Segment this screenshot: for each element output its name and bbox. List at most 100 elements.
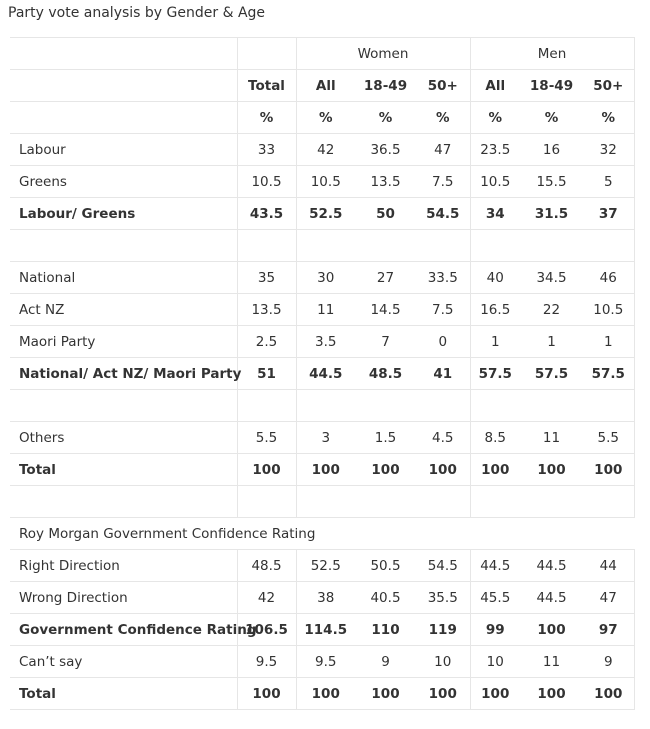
value-cell: 100	[416, 677, 470, 710]
spacer-cell	[416, 229, 470, 262]
value-cell: 1.5	[355, 421, 416, 454]
value-cell: 52.5	[295, 549, 355, 582]
value-cell: 1	[583, 325, 635, 358]
value-cell: 110	[355, 613, 416, 646]
value-cell: 35	[236, 261, 296, 294]
value-cell: 14.5	[355, 293, 416, 326]
spacer-row	[10, 229, 635, 262]
unit-header: %	[236, 101, 296, 134]
spacer-cell	[469, 485, 520, 518]
spacer-cell	[236, 389, 296, 422]
table-body: Women Men Total All 18-49 50+ All 18-49 50+%%%%%…	[10, 37, 635, 710]
row-label: Total	[10, 453, 237, 486]
column-header-row: Total All 18-49 50+ All 18-49 50+	[10, 69, 635, 102]
unit-header: %	[583, 101, 635, 134]
value-cell: 1	[520, 325, 583, 358]
unit-header: %	[295, 101, 355, 134]
value-cell: 30	[295, 261, 355, 294]
vote-table: Women Men Total All 18-49 50+ All 18-49 50+%%%%%…	[10, 37, 635, 710]
value-cell: 40	[469, 261, 520, 294]
value-cell: 7	[355, 325, 416, 358]
value-cell: 10	[469, 645, 520, 678]
value-cell: 48.5	[236, 549, 296, 582]
value-cell: 38	[295, 581, 355, 614]
row-label: Can’t say	[10, 645, 237, 678]
header-cell	[10, 101, 237, 134]
data-row: Total 100 100 100 100 100 100 100	[10, 453, 635, 486]
value-cell: 34	[469, 197, 520, 230]
section-heading-row: Roy Morgan Government Confidence Rating	[10, 517, 635, 550]
value-cell: 44.5	[520, 581, 583, 614]
value-cell: 46	[583, 261, 635, 294]
spacer-cell	[469, 229, 520, 262]
spacer-cell	[295, 389, 355, 422]
value-cell: 119	[416, 613, 470, 646]
value-cell: 10.5	[236, 165, 296, 198]
value-cell: 37	[583, 197, 635, 230]
value-cell: 9	[355, 645, 416, 678]
value-cell: 11	[520, 645, 583, 678]
spacer-cell	[355, 389, 416, 422]
value-cell: 8.5	[469, 421, 520, 454]
column-header: 18-49	[355, 69, 416, 102]
value-cell: 100	[355, 677, 416, 710]
value-cell: 57.5	[583, 357, 635, 390]
column-header: 50+	[416, 69, 470, 102]
unit-header: %	[416, 101, 470, 134]
row-label: Total	[10, 677, 237, 710]
value-cell: 1	[469, 325, 520, 358]
spacer-cell	[10, 229, 237, 262]
value-cell: 11	[295, 293, 355, 326]
spacer-cell	[520, 485, 583, 518]
spacer-cell	[295, 229, 355, 262]
value-cell: 10.5	[469, 165, 520, 198]
value-cell: 27	[355, 261, 416, 294]
value-cell: 47	[416, 133, 470, 166]
value-cell: 40.5	[355, 581, 416, 614]
value-cell: 5.5	[583, 421, 635, 454]
value-cell: 16	[520, 133, 583, 166]
value-cell: 15.5	[520, 165, 583, 198]
value-cell: 100	[583, 677, 635, 710]
data-row: Others 5.5 3 1.5 4.5 8.5 11 5.5	[10, 421, 635, 454]
value-cell: 57.5	[469, 357, 520, 390]
value-cell: 100	[355, 453, 416, 486]
value-cell: 10.5	[295, 165, 355, 198]
value-cell: 2.5	[236, 325, 296, 358]
value-cell: 3.5	[295, 325, 355, 358]
value-cell: 9.5	[295, 645, 355, 678]
data-row: Maori Party 2.5 3.5 7 0 1 1 1	[10, 325, 635, 358]
value-cell: 10	[416, 645, 470, 678]
unit-header: %	[469, 101, 520, 134]
data-row: Act NZ 13.5 11 14.5 7.5 16.5 22 10.5	[10, 293, 635, 326]
header-cell	[236, 37, 296, 70]
spacer-cell	[236, 485, 296, 518]
value-cell: 48.5	[355, 357, 416, 390]
value-cell: 9	[583, 645, 635, 678]
row-label: Labour	[10, 133, 237, 166]
value-cell: 34.5	[520, 261, 583, 294]
data-row: Wrong Direction 42 38 40.5 35.5 45.5 44.5 47	[10, 581, 635, 614]
value-cell: 45.5	[469, 581, 520, 614]
spacer-cell	[520, 389, 583, 422]
value-cell: 13.5	[355, 165, 416, 198]
data-row: Greens 10.5 10.5 13.5 7.5 10.5 15.5 5	[10, 165, 635, 198]
value-cell: 36.5	[355, 133, 416, 166]
value-cell: 7.5	[416, 293, 470, 326]
spacer-row	[10, 485, 635, 518]
value-cell: 51	[236, 357, 296, 390]
value-cell: 32	[583, 133, 635, 166]
spacer-cell	[469, 389, 520, 422]
value-cell: 23.5	[469, 133, 520, 166]
value-cell: 44.5	[469, 549, 520, 582]
row-label: Others	[10, 421, 237, 454]
data-row: Can’t say 9.5 9.5 9 10 10 11 9	[10, 645, 635, 678]
value-cell: 33.5	[416, 261, 470, 294]
row-label: Labour/ Greens	[10, 197, 237, 230]
value-cell: 100	[416, 453, 470, 486]
value-cell: 100	[520, 613, 583, 646]
group-header-row: Women Men	[10, 37, 635, 70]
header-cell	[10, 37, 237, 70]
value-cell: 35.5	[416, 581, 470, 614]
